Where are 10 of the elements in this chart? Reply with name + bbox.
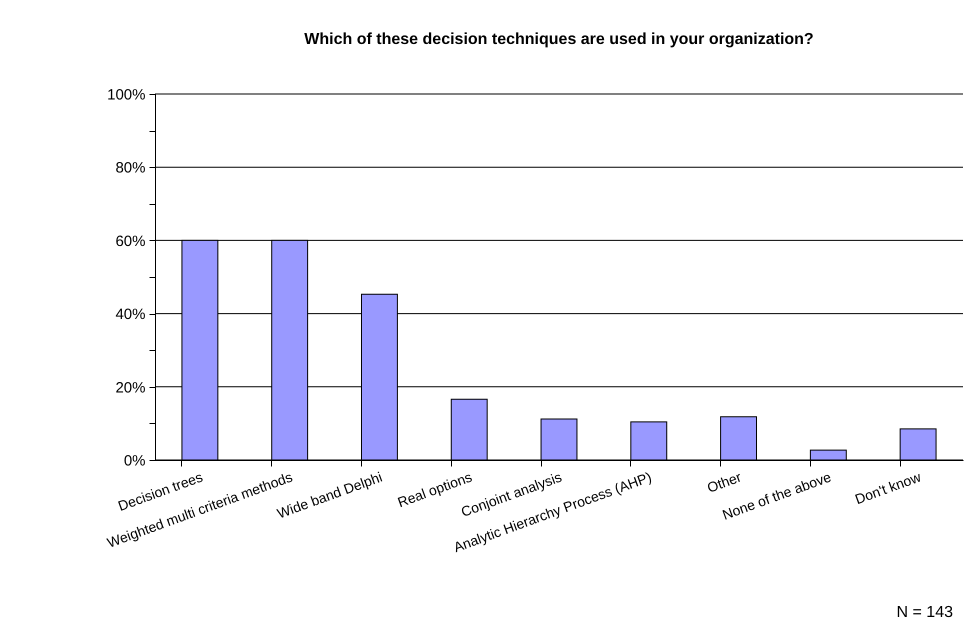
x-tick-label: Other: [704, 468, 744, 496]
x-tick-label: Don't know: [852, 468, 924, 508]
text: N = 143: [896, 604, 954, 621]
y-tick-label: 60%: [115, 232, 146, 250]
chart-title: Which of these decision techniques are used in your organization?: [304, 31, 814, 48]
y-tick-label: 20%: [115, 379, 146, 396]
y-tick-label: 80%: [115, 160, 146, 177]
y-tick-label: 40%: [115, 306, 146, 324]
y-tick-label: 100%: [107, 86, 146, 104]
y-tick-label: 0%: [124, 452, 146, 470]
